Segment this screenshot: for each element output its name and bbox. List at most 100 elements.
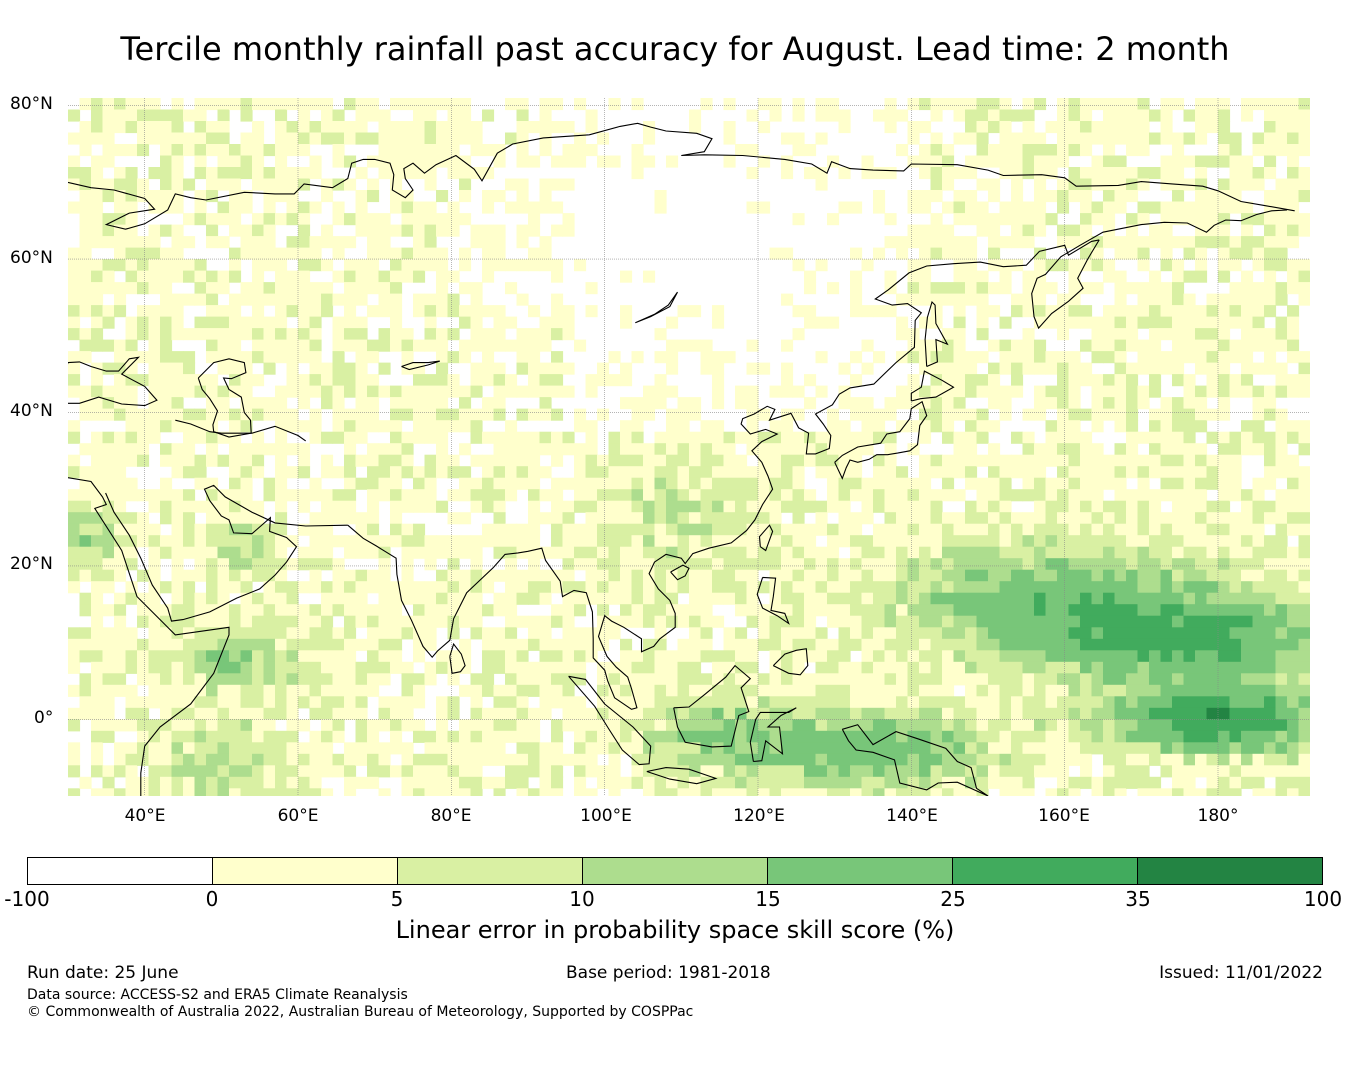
- skill-cell: [781, 719, 794, 732]
- skill-cell: [1091, 788, 1104, 796]
- skill-cell: [654, 776, 667, 789]
- skill-cell: [1287, 121, 1300, 134]
- skill-cell: [413, 581, 426, 594]
- skill-cell: [1068, 121, 1081, 134]
- skill-cell: [275, 328, 288, 341]
- skill-cell: [1195, 650, 1208, 663]
- skill-cell: [217, 132, 230, 145]
- skill-cell: [907, 684, 920, 697]
- skill-cell: [620, 535, 633, 548]
- skill-cell: [953, 581, 966, 594]
- skill-cell: [827, 558, 840, 571]
- skill-cell: [217, 535, 230, 548]
- skill-cell: [1137, 178, 1150, 191]
- skill-cell: [505, 661, 518, 674]
- skill-cell: [424, 454, 437, 467]
- skill-cell: [114, 512, 127, 525]
- skill-cell: [206, 293, 219, 306]
- skill-cell: [1206, 224, 1219, 237]
- skill-cell: [827, 420, 840, 433]
- skill-cell: [321, 719, 334, 732]
- skill-cell: [1275, 190, 1288, 203]
- skill-cell: [804, 615, 817, 628]
- skill-cell: [217, 98, 230, 111]
- skill-cell: [424, 753, 437, 766]
- skill-cell: [1252, 443, 1265, 456]
- skill-cell: [965, 293, 978, 306]
- skill-cell: [309, 512, 322, 525]
- skill-cell: [148, 397, 161, 410]
- skill-cell: [585, 431, 598, 444]
- skill-cell: [827, 696, 840, 709]
- skill-cell: [976, 569, 989, 582]
- skill-cell: [482, 581, 495, 594]
- skill-cell: [988, 121, 1001, 134]
- skill-cell: [1206, 339, 1219, 352]
- skill-cell: [1080, 247, 1093, 260]
- skill-cell: [447, 696, 460, 709]
- skill-cell: [746, 684, 759, 697]
- skill-cell: [263, 719, 276, 732]
- skill-cell: [79, 684, 92, 697]
- skill-cell: [263, 753, 276, 766]
- skill-cell: [1229, 592, 1242, 605]
- skill-cell: [137, 489, 150, 502]
- skill-cell: [1287, 236, 1300, 249]
- skill-cell: [68, 178, 81, 191]
- skill-cell: [723, 696, 736, 709]
- skill-cell: [355, 408, 368, 421]
- skill-cell: [367, 581, 380, 594]
- skill-cell: [666, 684, 679, 697]
- skill-cell: [413, 121, 426, 134]
- skill-cell: [79, 443, 92, 456]
- skill-cell: [643, 673, 656, 686]
- skill-cell: [194, 408, 207, 421]
- skill-cell: [769, 431, 782, 444]
- skill-cell: [1091, 546, 1104, 559]
- skill-cell: [850, 247, 863, 260]
- skill-cell: [1149, 730, 1162, 743]
- skill-cell: [1057, 155, 1070, 168]
- skill-cell: [1091, 535, 1104, 548]
- skill-cell: [1172, 408, 1185, 421]
- skill-cell: [171, 753, 184, 766]
- skill-cell: [252, 236, 265, 249]
- skill-cell: [1275, 684, 1288, 697]
- skill-cell: [1287, 155, 1300, 168]
- skill-cell: [815, 431, 828, 444]
- skill-cell: [125, 339, 138, 352]
- skill-cell: [137, 431, 150, 444]
- skill-cell: [850, 776, 863, 789]
- skill-cell: [988, 178, 1001, 191]
- skill-cell: [1172, 523, 1185, 536]
- skill-cell: [344, 512, 357, 525]
- skill-cell: [1080, 650, 1093, 663]
- skill-cell: [677, 673, 690, 686]
- skill-cell: [620, 454, 633, 467]
- skill-cell: [1137, 247, 1150, 260]
- skill-cell: [942, 650, 955, 663]
- skill-cell: [102, 512, 115, 525]
- skill-cell: [574, 707, 587, 720]
- skill-cell: [240, 144, 253, 157]
- skill-cell: [413, 604, 426, 617]
- skill-cell: [1172, 604, 1185, 617]
- skill-cell: [988, 730, 1001, 743]
- skill-cell: [206, 132, 219, 145]
- skill-cell: [620, 719, 633, 732]
- skill-cell: [804, 523, 817, 536]
- skill-cell: [493, 408, 506, 421]
- skill-cell: [781, 374, 794, 387]
- skill-cell: [1264, 535, 1277, 548]
- skill-cell: [942, 477, 955, 490]
- skill-cell: [781, 604, 794, 617]
- skill-cell: [861, 155, 874, 168]
- skill-cell: [125, 144, 138, 157]
- skill-cell: [1183, 466, 1196, 479]
- skill-cell: [953, 167, 966, 180]
- skill-cell: [125, 454, 138, 467]
- skill-cell: [827, 753, 840, 766]
- skill-cell: [125, 121, 138, 134]
- coastline-sri-lanka: [449, 642, 466, 674]
- skill-cell: [666, 362, 679, 375]
